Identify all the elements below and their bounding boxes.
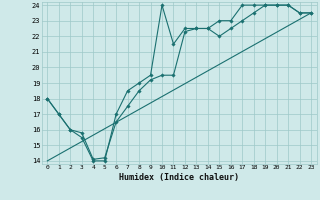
X-axis label: Humidex (Indice chaleur): Humidex (Indice chaleur) [119,173,239,182]
